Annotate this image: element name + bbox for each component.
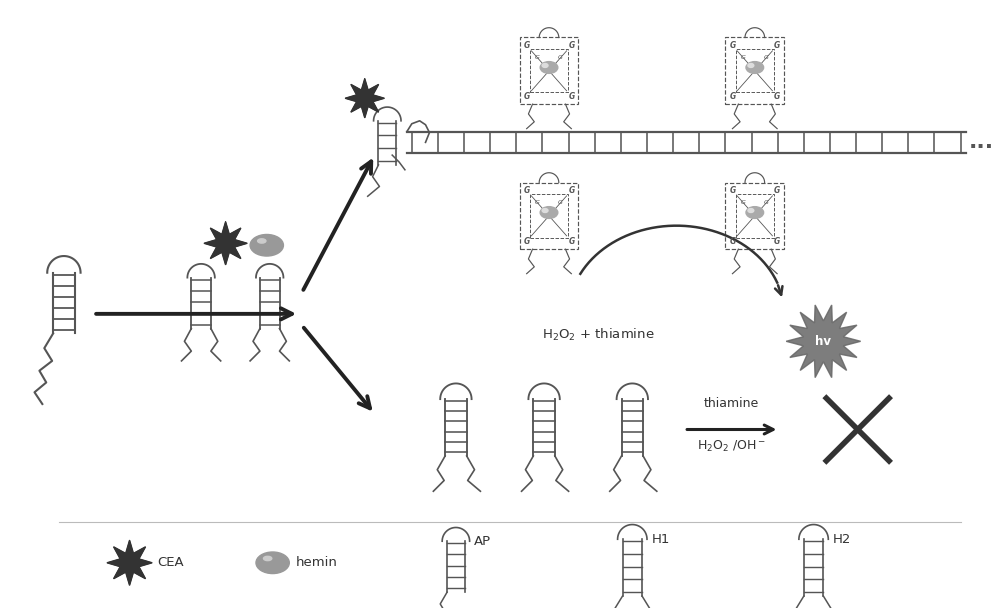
Text: G: G: [729, 91, 736, 101]
Polygon shape: [204, 222, 247, 265]
Text: G: G: [524, 91, 530, 101]
Text: G: G: [741, 200, 746, 205]
Text: H2: H2: [833, 533, 852, 546]
Text: G: G: [774, 91, 780, 101]
Text: G: G: [524, 236, 530, 246]
FancyBboxPatch shape: [725, 37, 784, 104]
Text: H1: H1: [652, 533, 670, 546]
Text: AP: AP: [474, 535, 491, 548]
FancyBboxPatch shape: [530, 49, 568, 93]
Text: G: G: [774, 41, 780, 50]
Polygon shape: [345, 79, 384, 118]
FancyBboxPatch shape: [725, 182, 784, 249]
Text: G: G: [774, 186, 780, 195]
FancyBboxPatch shape: [530, 194, 568, 238]
Text: G: G: [568, 91, 574, 101]
Polygon shape: [786, 305, 861, 378]
Text: G: G: [729, 41, 736, 50]
Text: G: G: [524, 186, 530, 195]
Text: G: G: [524, 41, 530, 50]
Ellipse shape: [256, 552, 289, 573]
Text: G: G: [729, 236, 736, 246]
Text: CEA: CEA: [157, 556, 184, 569]
Ellipse shape: [540, 61, 558, 73]
Text: G: G: [764, 55, 769, 60]
Text: G: G: [764, 200, 769, 205]
Ellipse shape: [263, 556, 272, 561]
Ellipse shape: [746, 61, 764, 73]
Text: H$_2$O$_2$ + thiamine: H$_2$O$_2$ + thiamine: [542, 327, 654, 343]
Text: G: G: [558, 200, 563, 205]
Text: ...: ...: [968, 133, 994, 152]
Text: G: G: [568, 186, 574, 195]
Text: G: G: [535, 200, 540, 205]
Text: G: G: [729, 186, 736, 195]
FancyBboxPatch shape: [520, 37, 578, 104]
FancyBboxPatch shape: [736, 194, 774, 238]
Ellipse shape: [542, 63, 548, 68]
Ellipse shape: [748, 63, 754, 68]
FancyBboxPatch shape: [736, 49, 774, 93]
Ellipse shape: [746, 207, 764, 219]
Ellipse shape: [542, 209, 548, 212]
Text: hv: hv: [815, 335, 831, 348]
Text: G: G: [774, 236, 780, 246]
Text: G: G: [568, 41, 574, 50]
Polygon shape: [107, 540, 152, 585]
Ellipse shape: [540, 207, 558, 219]
Text: G: G: [558, 55, 563, 60]
Text: hemin: hemin: [296, 556, 338, 569]
Ellipse shape: [250, 235, 283, 256]
Ellipse shape: [748, 209, 754, 212]
Text: thiamine: thiamine: [704, 397, 759, 410]
Text: G: G: [741, 55, 746, 60]
Text: G: G: [535, 55, 540, 60]
Ellipse shape: [258, 239, 266, 243]
Text: G: G: [568, 236, 574, 246]
Text: H$_2$O$_2$ /OH$^-$: H$_2$O$_2$ /OH$^-$: [697, 439, 766, 454]
FancyBboxPatch shape: [520, 182, 578, 249]
